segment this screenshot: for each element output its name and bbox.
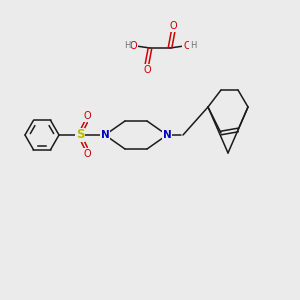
Text: O: O bbox=[183, 41, 191, 51]
Text: N: N bbox=[100, 130, 109, 140]
Text: H: H bbox=[190, 41, 196, 50]
Text: O: O bbox=[83, 111, 91, 121]
Text: O: O bbox=[83, 149, 91, 159]
Text: O: O bbox=[129, 41, 137, 51]
Text: O: O bbox=[143, 65, 151, 75]
Text: H: H bbox=[124, 41, 130, 50]
Text: N: N bbox=[163, 130, 171, 140]
Text: O: O bbox=[169, 21, 177, 31]
Text: S: S bbox=[76, 128, 84, 142]
